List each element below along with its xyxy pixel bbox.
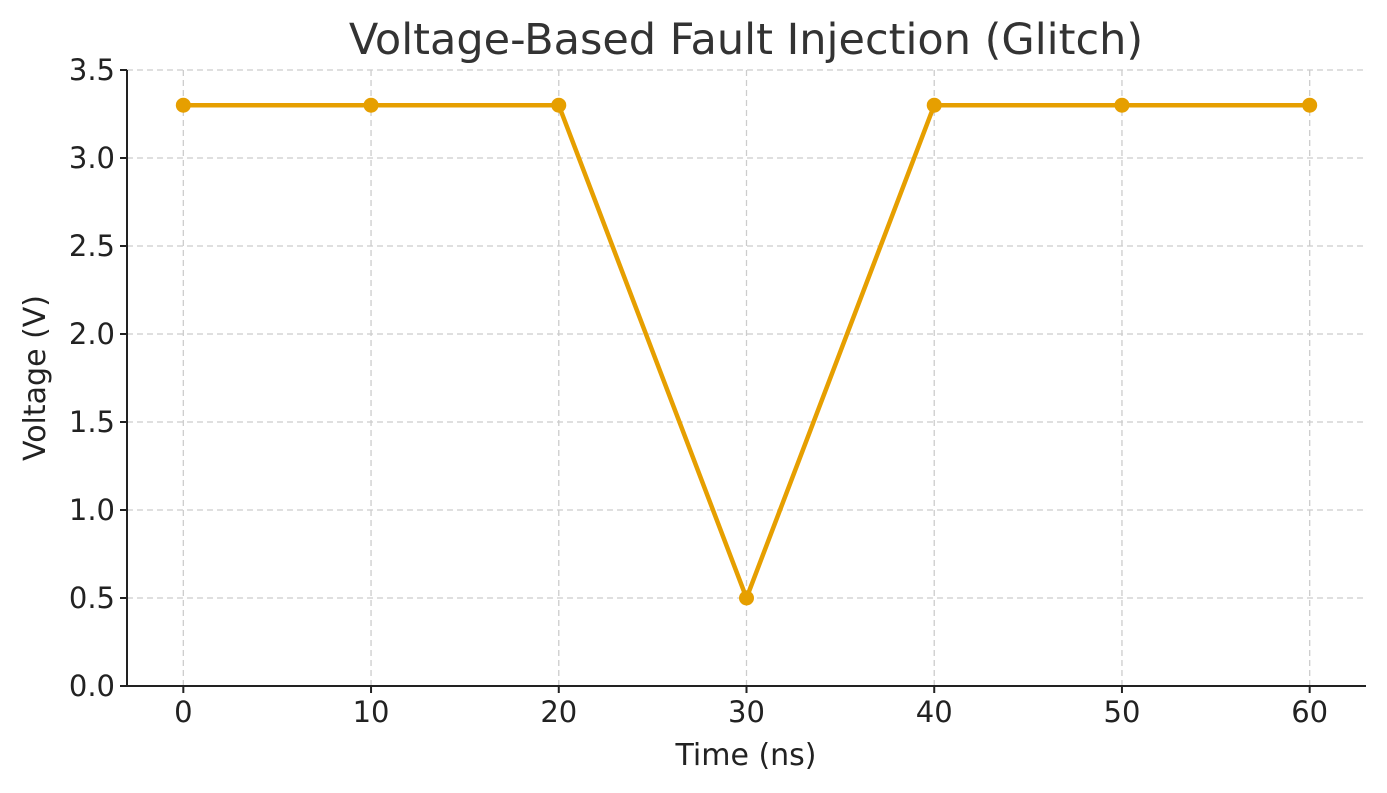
y-tick-label: 3.5: [69, 53, 115, 87]
data-point: [926, 97, 942, 113]
data-point: [1114, 97, 1130, 113]
data-point: [363, 97, 379, 113]
y-tick-label: 3.0: [69, 141, 115, 175]
y-tick-label: 0.0: [69, 669, 115, 703]
tick-marks: [120, 69, 1311, 693]
x-tick-label: 0: [174, 695, 192, 729]
x-tick-label: 20: [540, 695, 577, 729]
tick-labels: 0 10 20 30 40 50 60 0.0 0.5 1.0 1.5 2.0 2.5 3.0 3.5: [69, 53, 1328, 729]
x-tick-label: 50: [1104, 695, 1141, 729]
y-tick-label: 1.0: [69, 493, 115, 527]
y-tick-label: 0.5: [69, 581, 115, 615]
x-axis-label: Time (ns): [674, 738, 816, 773]
x-tick-label: 60: [1291, 695, 1328, 729]
x-tick-label: 30: [728, 695, 765, 729]
data-point: [739, 590, 754, 606]
y-axis-label: Voltage (V): [18, 295, 53, 461]
chart-title: Voltage-Based Fault Injection (Glitch): [349, 15, 1143, 65]
y-tick-label: 2.0: [69, 317, 115, 351]
series-layer: [175, 97, 1318, 606]
data-point: [551, 97, 567, 113]
data-point: [1302, 97, 1318, 113]
x-tick-label: 40: [916, 695, 953, 729]
y-tick-label: 1.5: [69, 405, 115, 439]
x-tick-label: 10: [353, 695, 390, 729]
data-point: [175, 97, 191, 113]
y-tick-label: 2.5: [69, 229, 115, 263]
